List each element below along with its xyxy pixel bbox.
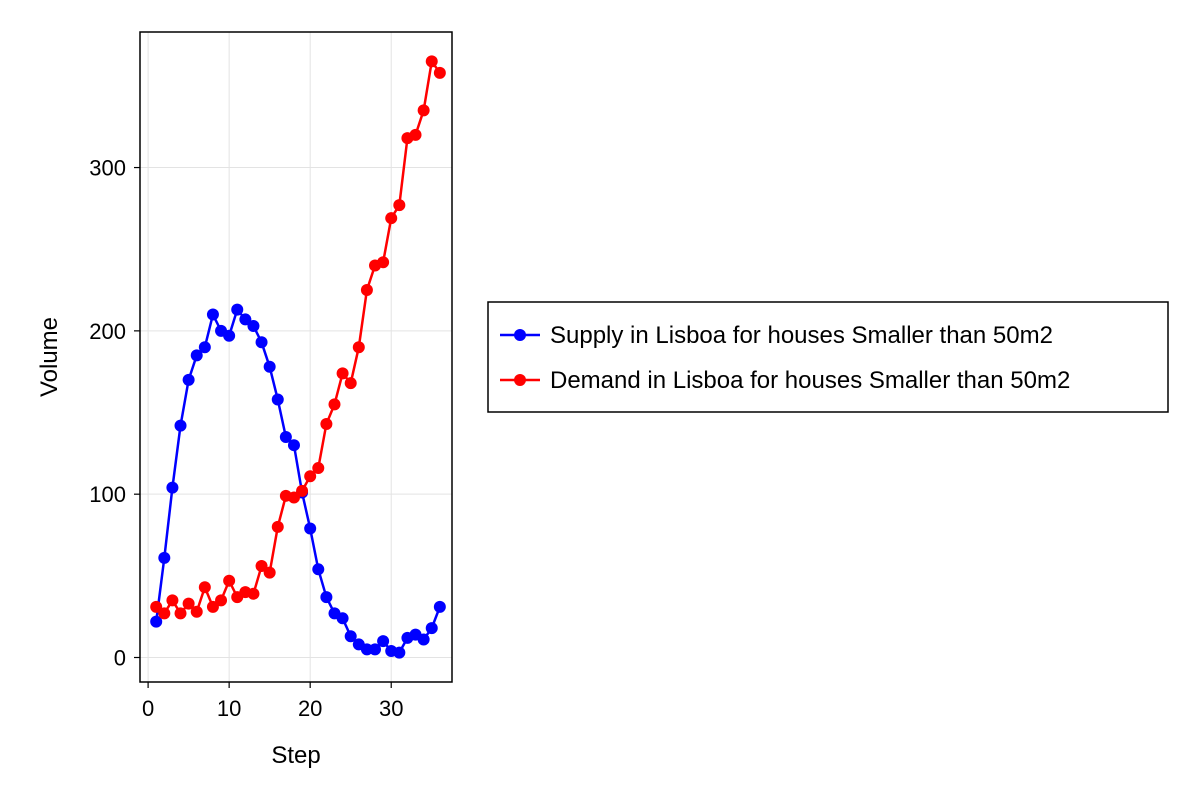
data-point-supply (279, 431, 292, 444)
plot-frame (139, 31, 453, 683)
x-tick-label: 30 (379, 696, 403, 721)
data-point-demand (304, 470, 317, 483)
data-point-supply (158, 551, 171, 564)
data-point-supply (174, 419, 187, 432)
data-point-demand (158, 607, 171, 620)
data-point-supply (336, 612, 349, 625)
data-point-demand (352, 341, 365, 354)
data-point-supply (166, 481, 179, 494)
y-tick-label: 300 (89, 156, 126, 181)
data-point-demand (182, 597, 195, 610)
series-points (150, 55, 446, 659)
data-point-demand (215, 594, 228, 607)
data-point-supply (206, 308, 219, 321)
data-point-supply (223, 329, 236, 342)
legend-marker-supply (514, 329, 526, 341)
data-point-demand (377, 256, 390, 269)
series-line-demand (155, 60, 441, 615)
data-point-supply (425, 622, 438, 635)
legend-label-demand: Demand in Lisboa for houses Smaller than… (550, 367, 1070, 394)
data-point-demand (206, 600, 219, 613)
data-point-demand (360, 284, 373, 297)
x-tick-label: 0 (142, 696, 154, 721)
y-tick-label: 0 (114, 646, 126, 671)
legend: Supply in Lisboa for houses Smaller than… (487, 301, 1169, 413)
data-point-demand (247, 587, 260, 600)
x-tick-label: 10 (217, 696, 241, 721)
data-point-demand (296, 484, 309, 497)
data-point-supply (304, 522, 317, 535)
data-point-supply (287, 439, 300, 452)
data-point-supply (369, 643, 382, 656)
data-point-demand (336, 367, 349, 380)
grid-lines (140, 32, 452, 682)
data-point-supply (417, 633, 430, 646)
data-point-demand (190, 605, 203, 618)
data-point-supply (312, 563, 325, 576)
data-point-supply (182, 373, 195, 386)
data-point-demand (255, 560, 268, 573)
data-point-supply (231, 303, 244, 316)
data-point-supply (320, 591, 333, 604)
data-point-supply (247, 319, 260, 332)
data-point-demand (320, 417, 333, 430)
data-point-demand (425, 55, 438, 68)
data-point-demand (223, 574, 236, 587)
data-point-demand (393, 199, 406, 212)
data-point-supply (377, 635, 390, 648)
data-point-demand (174, 607, 187, 620)
data-point-demand (166, 594, 179, 607)
data-point-demand (344, 377, 357, 390)
data-point-demand (287, 491, 300, 504)
series-line-supply (154, 308, 442, 654)
data-point-demand (433, 66, 446, 79)
data-point-demand (263, 566, 276, 579)
data-point-demand (150, 600, 163, 613)
data-point-demand (385, 212, 398, 225)
data-point-demand (312, 462, 325, 475)
data-point-demand (417, 104, 430, 117)
x-tick-label: 20 (298, 696, 322, 721)
data-point-supply (198, 341, 211, 354)
y-tick-label: 100 (89, 482, 126, 507)
x-axis-title: Step (271, 742, 320, 769)
data-point-supply (344, 630, 357, 643)
y-axis-title: Volume (36, 317, 63, 397)
data-point-demand (409, 128, 422, 141)
data-point-demand (198, 581, 211, 594)
data-point-supply (393, 646, 406, 659)
data-point-supply (255, 336, 268, 349)
data-point-demand (271, 520, 284, 533)
legend-label-supply: Supply in Lisboa for houses Smaller than… (550, 322, 1053, 349)
data-point-supply (263, 360, 276, 373)
data-point-supply (150, 615, 163, 628)
data-point-supply (190, 349, 203, 362)
legend-box (487, 301, 1169, 413)
y-tick-label: 200 (89, 319, 126, 344)
data-point-supply (271, 393, 284, 406)
data-point-supply (239, 313, 252, 326)
data-point-demand (328, 398, 341, 411)
data-point-supply (433, 600, 446, 613)
legend-marker-demand (514, 374, 526, 386)
